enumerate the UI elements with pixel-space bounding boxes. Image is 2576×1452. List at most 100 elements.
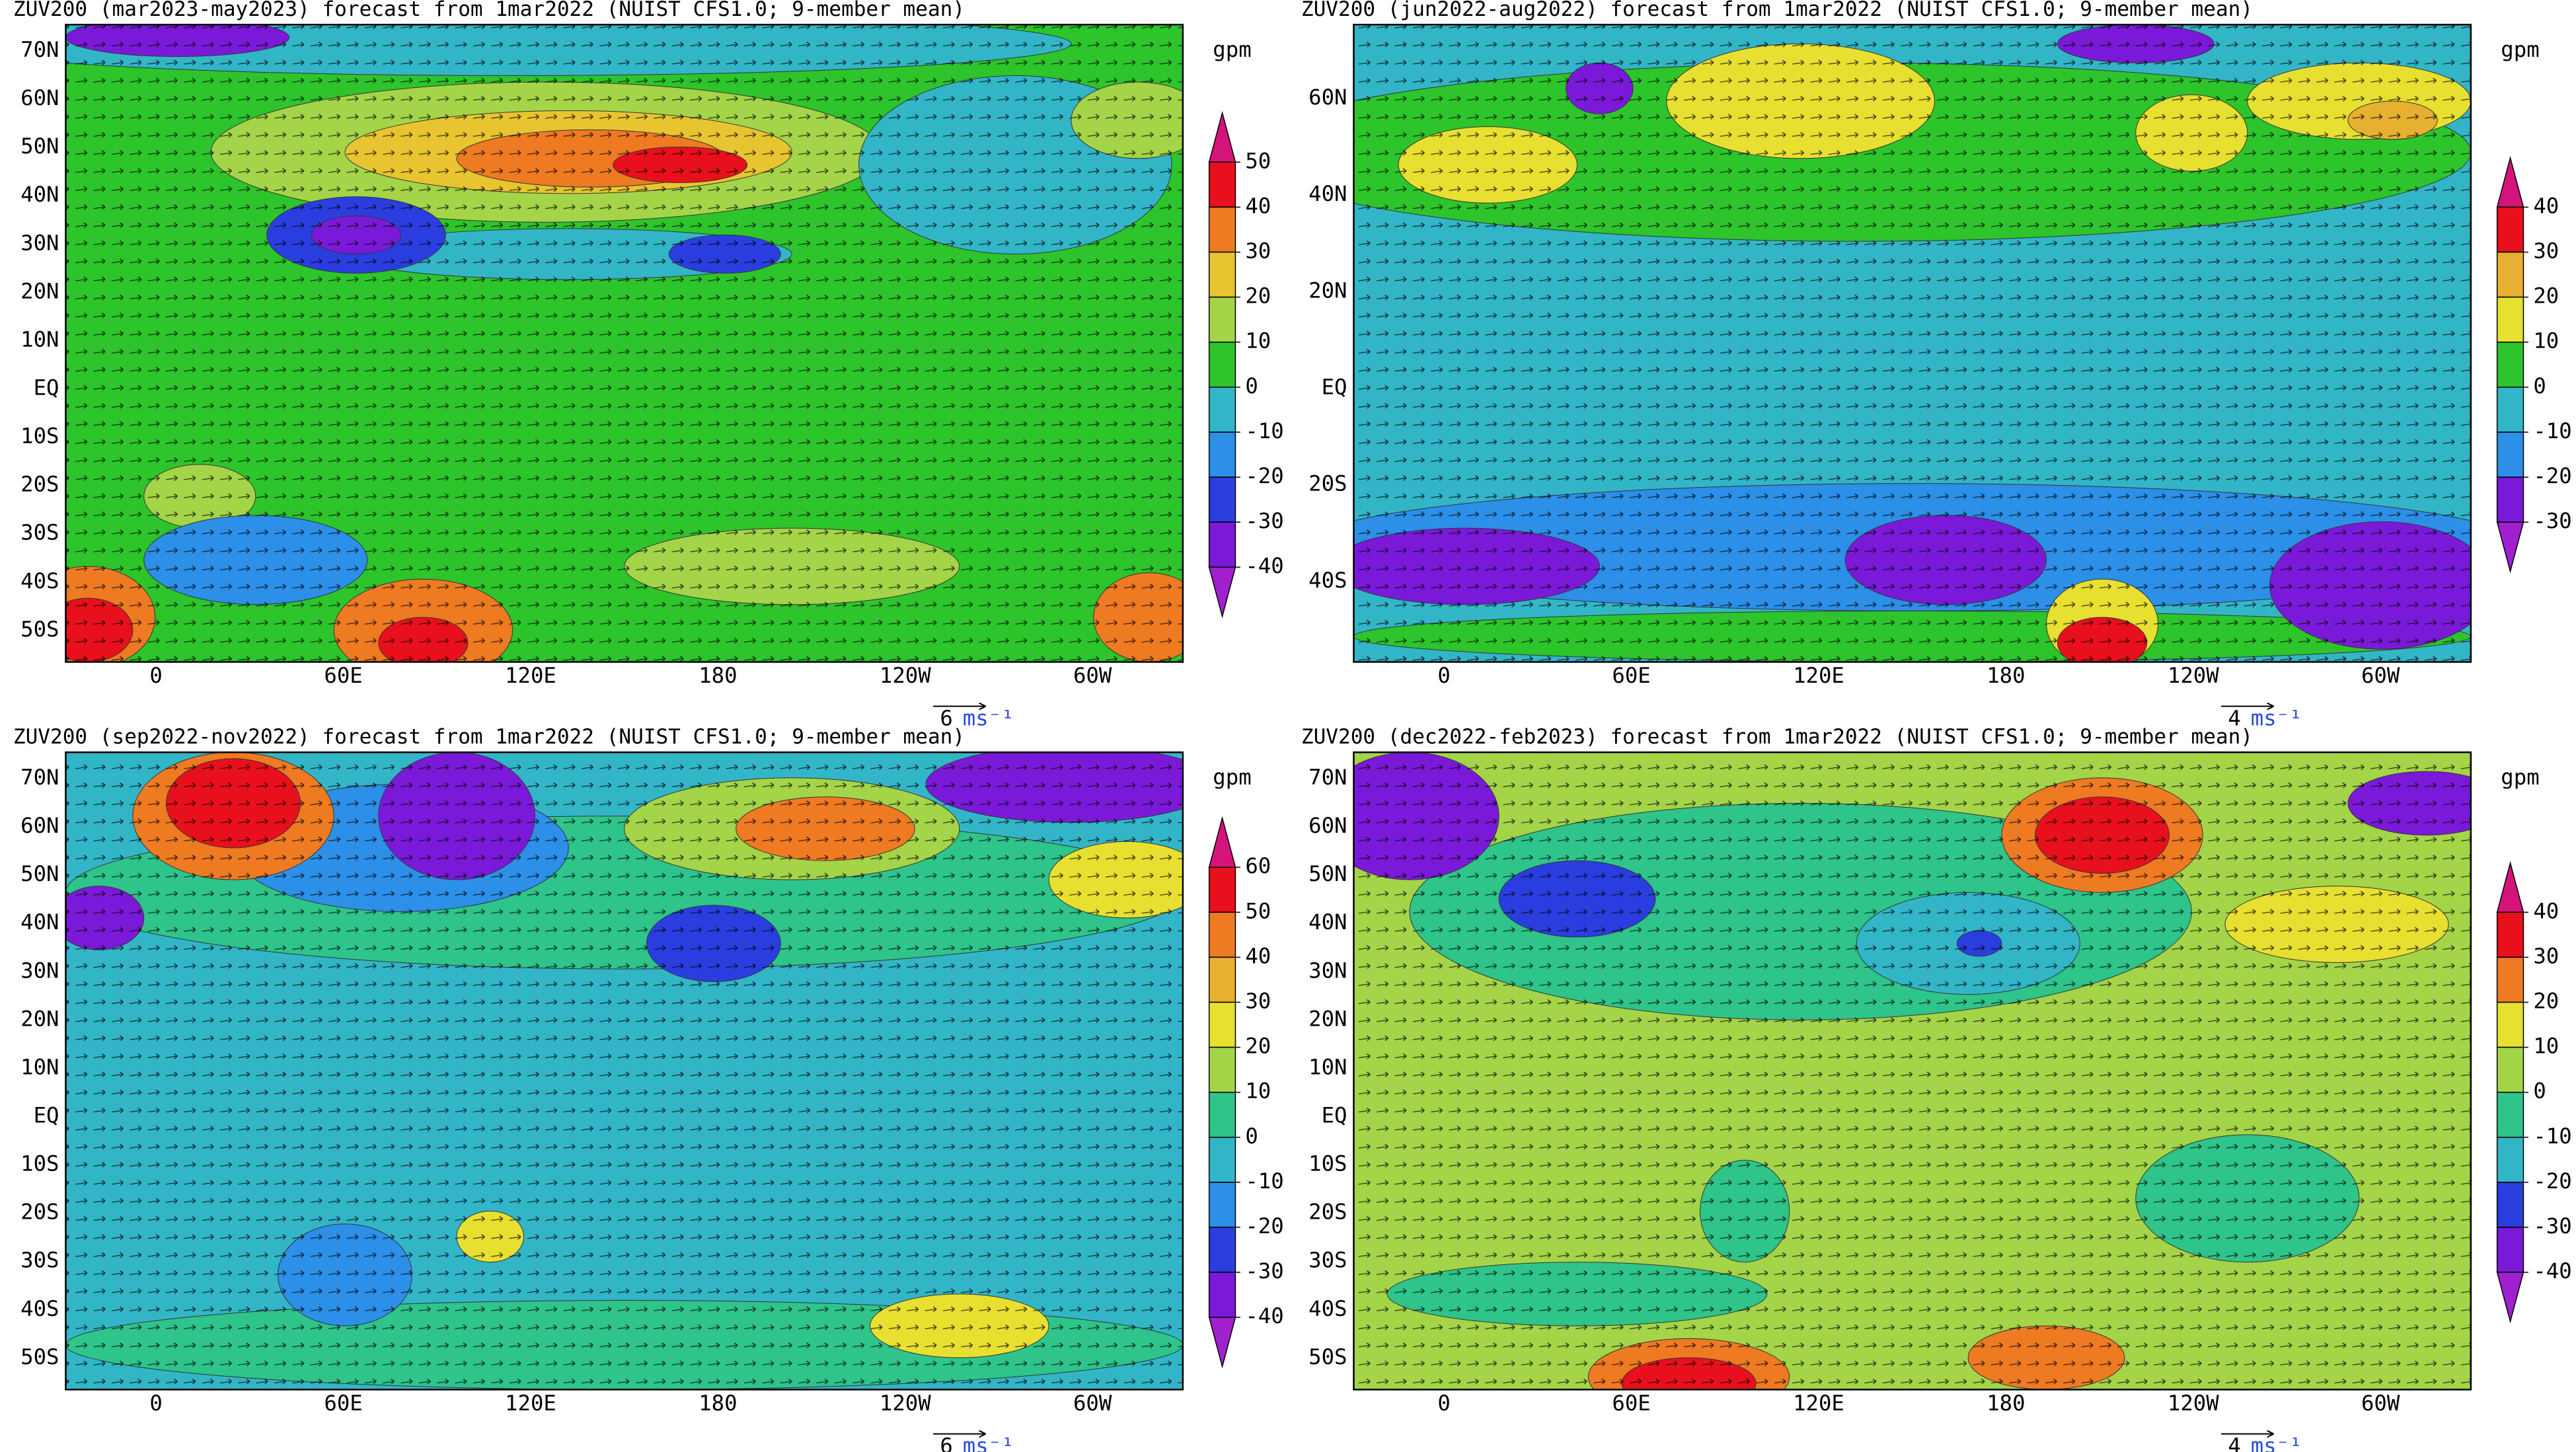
lat-label: 30N	[20, 230, 59, 255]
colorbar-box	[2496, 1091, 2524, 1138]
lat-label: 10S	[20, 424, 59, 449]
lon-label: 120W	[880, 663, 931, 688]
colorbar-box	[1208, 387, 1236, 433]
colorbar-box	[2496, 432, 2524, 478]
lon-label: 0	[149, 663, 162, 688]
lon-label: 120E	[1793, 1391, 1844, 1416]
colorbar-label: 40	[2533, 898, 2559, 923]
colorbar-box	[1208, 911, 1236, 958]
lon-label: 120W	[2168, 1391, 2219, 1416]
colorbar-box	[1208, 1227, 1236, 1273]
colorbar-label: -40	[1245, 1303, 1283, 1328]
lon-label: 0	[149, 1391, 162, 1416]
lat-label: 20S	[1308, 471, 1347, 496]
colorbar-label: -40	[1245, 553, 1283, 578]
colorbar-label: 30	[2533, 943, 2559, 968]
colorbar-box	[1208, 1137, 1236, 1183]
lat-label: 50N	[20, 134, 59, 159]
lat-label: 30S	[20, 520, 59, 545]
lat-label: 50N	[1308, 861, 1347, 886]
reference-unit: ms⁻¹	[2251, 706, 2302, 731]
colorbar-cap	[2496, 155, 2524, 208]
wind-vectors	[1353, 752, 2471, 1390]
colorbar-box	[2496, 251, 2524, 298]
lat-label: 40S	[20, 1296, 59, 1321]
colorbar-label: 40	[1245, 943, 1271, 968]
colorbar-label: 50	[1245, 148, 1271, 173]
lat-label: EQ	[34, 1103, 59, 1128]
colorbar-box	[1208, 251, 1236, 298]
map-field	[1353, 752, 2471, 1390]
colorbar-label: 10	[1245, 328, 1271, 354]
lat-label: 50S	[20, 617, 59, 642]
colorbar-label: -30	[2533, 508, 2571, 533]
map-frame	[65, 24, 1184, 663]
lat-label: 50S	[20, 1344, 59, 1369]
colorbar-cap	[2496, 1272, 2524, 1324]
colorbar-box	[2496, 206, 2524, 253]
colorbar-box	[2496, 911, 2524, 958]
lon-label: 60E	[1612, 663, 1650, 688]
colorbar-box	[2496, 1137, 2524, 1183]
lat-label: 50N	[20, 861, 59, 886]
lat-label: 20S	[1308, 1200, 1347, 1225]
lat-label: 60N	[1308, 813, 1347, 838]
reference-arrow	[933, 702, 987, 710]
lon-label: 120E	[505, 663, 556, 688]
lon-label: 120E	[1793, 663, 1844, 688]
colorbar-label: -30	[1245, 1258, 1283, 1283]
reference-value: 4	[2228, 1433, 2240, 1452]
map-frame	[1353, 751, 2472, 1391]
colorbar-label: -10	[1245, 418, 1283, 443]
colorbar-box	[1208, 432, 1236, 478]
colorbar-box	[1208, 1046, 1236, 1093]
colorbar-box	[2496, 1227, 2524, 1273]
lat-label: 40S	[1308, 568, 1347, 593]
map-panel: ZUV200 (jun2022-aug2022) forecast from 1…	[1301, 0, 2572, 731]
colorbar-label: -20	[1245, 463, 1283, 488]
panel-title: ZUV200 (jun2022-aug2022) forecast from 1…	[1301, 0, 2253, 21]
lon-label: 180	[1987, 663, 2025, 688]
colorbar-box	[2496, 1182, 2524, 1228]
colorbar-label: 40	[1245, 193, 1271, 218]
colorbar-box	[2496, 477, 2524, 523]
lon-label: 60E	[1612, 1391, 1650, 1416]
colorbar-label: -10	[2533, 418, 2571, 443]
colorbar-label: -10	[1245, 1168, 1283, 1194]
lat-label: 20N	[1308, 1006, 1347, 1031]
unit-label: gpm	[1213, 37, 1251, 62]
lat-label: 70N	[20, 765, 59, 790]
colorbar-label: 0	[2533, 1079, 2546, 1104]
colorbar-box	[2496, 387, 2524, 433]
map-frame	[65, 751, 1184, 1391]
lon-label: 120W	[2168, 663, 2219, 688]
lat-label: 50S	[1308, 1344, 1347, 1369]
lat-label: 10S	[20, 1151, 59, 1176]
map-field	[65, 752, 1183, 1390]
lat-label: EQ	[1322, 1103, 1347, 1128]
colorbar-label: 0	[1245, 1124, 1258, 1149]
lat-label: 40N	[1308, 181, 1347, 206]
lat-label: 60N	[20, 813, 59, 838]
reference-unit: ms⁻¹	[963, 706, 1014, 731]
lat-label: 60N	[1308, 85, 1347, 110]
reference-arrow	[933, 1430, 987, 1438]
colorbar-box	[1208, 956, 1236, 1003]
lon-label: 60W	[2361, 1391, 2400, 1416]
reference-value: 6	[940, 1433, 952, 1452]
map-field	[1353, 24, 2471, 662]
colorbar-box	[1208, 161, 1236, 208]
lon-label: 60W	[1073, 663, 1112, 688]
colorbar-box	[1208, 296, 1236, 343]
lat-label: EQ	[34, 375, 59, 401]
panel-title: ZUV200 (sep2022-nov2022) forecast from 1…	[13, 725, 965, 749]
unit-label: gpm	[2501, 37, 2539, 62]
panel-title: ZUV200 (mar2023-may2023) forecast from 1…	[13, 0, 965, 21]
colorbar-cap	[2496, 521, 2524, 574]
lat-label: 40S	[20, 568, 59, 593]
lon-label: 120W	[880, 1391, 931, 1416]
colorbar-box	[1208, 477, 1236, 523]
colorbar-box	[1208, 1182, 1236, 1228]
